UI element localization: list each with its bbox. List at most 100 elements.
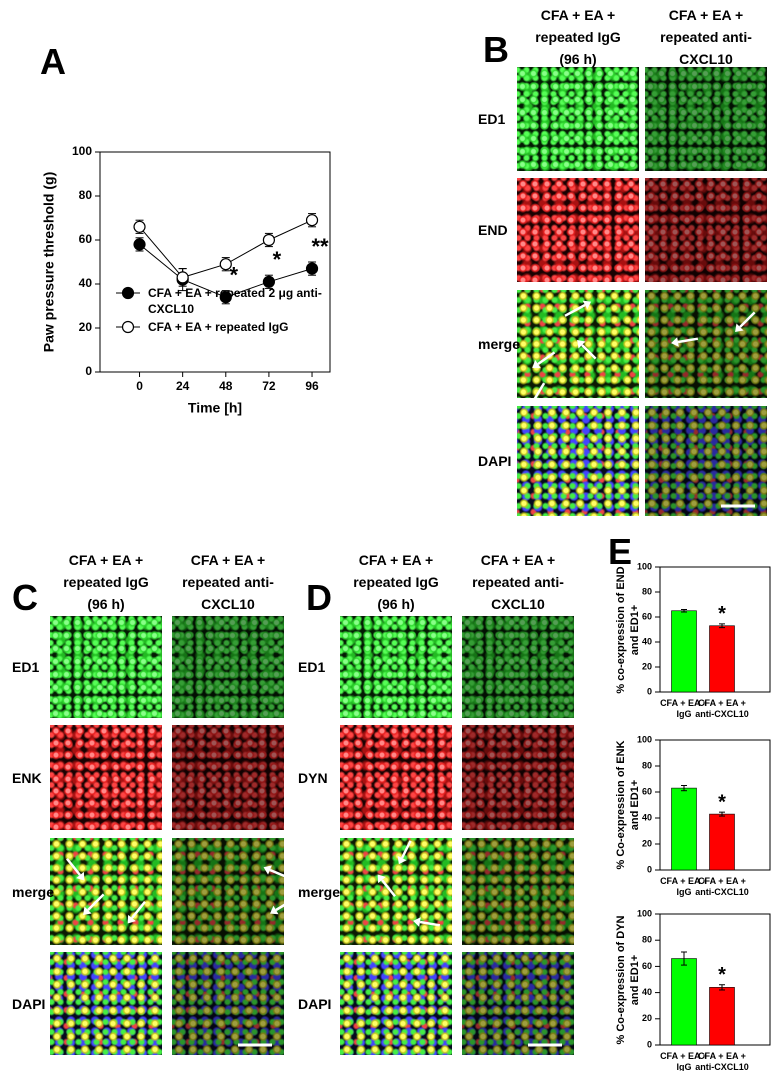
micrograph [517, 67, 639, 171]
arrow-head [735, 323, 744, 332]
y-tick-label: 0 [647, 864, 652, 874]
y-axis-label: % co-expression of END and ED1+ [615, 565, 641, 694]
y-tick-label: 40 [79, 276, 93, 290]
plot-frame [99, 151, 331, 373]
y-axis-label: % Co-expression of ENK and ED1+ [615, 740, 641, 870]
y-tick-label: 20 [79, 320, 93, 334]
micrograph [50, 616, 162, 718]
point [305, 214, 319, 227]
y-tick-label: 40 [642, 987, 652, 997]
y-tick-label: 60 [642, 961, 652, 971]
y-tick-label: 80 [642, 586, 652, 596]
row-label: ED1 [12, 659, 40, 675]
micrograph [462, 725, 574, 830]
micrograph [462, 952, 574, 1055]
legend-marker [121, 320, 135, 334]
y-tick-label: 0 [647, 1039, 652, 1049]
arrow [269, 868, 290, 880]
row-label: DAPI [298, 995, 332, 1012]
point [133, 238, 146, 251]
micrograph [340, 616, 452, 718]
micrograph [172, 952, 284, 1055]
y-tick-label: 60 [642, 786, 652, 796]
column-header: CFA + EA + repeated anti-CXCL10 [472, 552, 564, 612]
row-label: merge [478, 336, 521, 352]
legend-marker [121, 286, 135, 300]
arrow-head [397, 855, 407, 865]
y-axis-label: Paw pressure threshold (g) [41, 172, 57, 352]
column-header: CFA + EA + repeated anti-CXCL10 [660, 7, 752, 67]
y-tick-label: 60 [642, 611, 652, 621]
annotation: * [718, 791, 726, 813]
arrow [66, 857, 81, 876]
micrograph [517, 290, 639, 398]
arrow [532, 382, 546, 401]
micrograph [50, 838, 162, 945]
bar [671, 958, 697, 1046]
x-tick-label: CFA + EA + anti-CXCL10 [695, 698, 749, 719]
y-tick-label: 0 [647, 686, 652, 696]
column-header: CFA + EA + repeated IgG (96 h) [535, 7, 621, 67]
x-axis-label: Time [h] [188, 400, 242, 416]
x-tick-label: 24 [176, 379, 190, 393]
column-header: CFA + EA + repeated anti-CXCL10 [182, 552, 274, 612]
column-header: CFA + EA + repeated IgG (96 h) [63, 552, 149, 612]
arrow-head [671, 337, 679, 347]
y-tick-label: 20 [642, 838, 652, 848]
micrograph [340, 838, 452, 945]
point [133, 220, 146, 233]
row-label: merge [298, 883, 341, 900]
micrograph [645, 406, 767, 516]
y-tick-label: 40 [642, 636, 652, 646]
annotation: * [273, 247, 282, 272]
micrograph [340, 952, 452, 1055]
y-tick-label: 100 [637, 561, 652, 571]
arrow [400, 840, 412, 859]
micrograph [645, 178, 767, 282]
y-tick-label: 60 [79, 232, 93, 246]
micrograph [50, 952, 162, 1055]
arrow-head [269, 905, 279, 915]
x-tick-label: 72 [262, 379, 276, 393]
arrow-head [76, 871, 85, 881]
y-tick-label: 80 [642, 760, 652, 770]
arrow-head [529, 397, 539, 407]
y-tick-label: 20 [642, 661, 652, 671]
row-label: DAPI [12, 995, 46, 1012]
column-header: CFA + EA + repeated IgG (96 h) [353, 552, 439, 612]
x-tick-label: CFA + EA + IgG [660, 876, 708, 897]
panel-letter: B [483, 29, 509, 70]
point [176, 271, 189, 284]
arrow-head [127, 914, 136, 924]
x-tick-label: 48 [219, 379, 233, 393]
x-tick-label: CFA + EA + IgG [660, 1051, 708, 1071]
arrow [419, 920, 441, 927]
arrow-head [83, 906, 92, 915]
annotation: ** [311, 234, 329, 259]
arrow [739, 311, 756, 328]
arrow [677, 337, 699, 344]
micrograph [172, 725, 284, 830]
y-axis-label: % Co-expression of DYN and ED1+ [615, 915, 641, 1044]
row-label: ED1 [478, 111, 506, 127]
y-tick-label: 20 [642, 1013, 652, 1023]
x-tick-label: 96 [305, 379, 319, 393]
arrow-head [577, 340, 586, 349]
arrow [581, 344, 597, 360]
point [219, 291, 232, 304]
y-tick-label: 100 [637, 908, 652, 918]
y-tick-label: 40 [642, 812, 652, 822]
panel-letter: A [40, 41, 66, 82]
arrow [131, 900, 146, 919]
row-label: ED1 [298, 659, 326, 675]
bar [709, 987, 735, 1046]
arrow [537, 351, 556, 366]
arrow-head [532, 359, 541, 369]
micrograph [645, 290, 767, 398]
micrograph [172, 616, 284, 718]
x-tick-label: 0 [136, 379, 143, 393]
y-tick-label: 100 [72, 144, 92, 158]
legend-label: CFA + EA + repeated IgG [148, 320, 289, 334]
